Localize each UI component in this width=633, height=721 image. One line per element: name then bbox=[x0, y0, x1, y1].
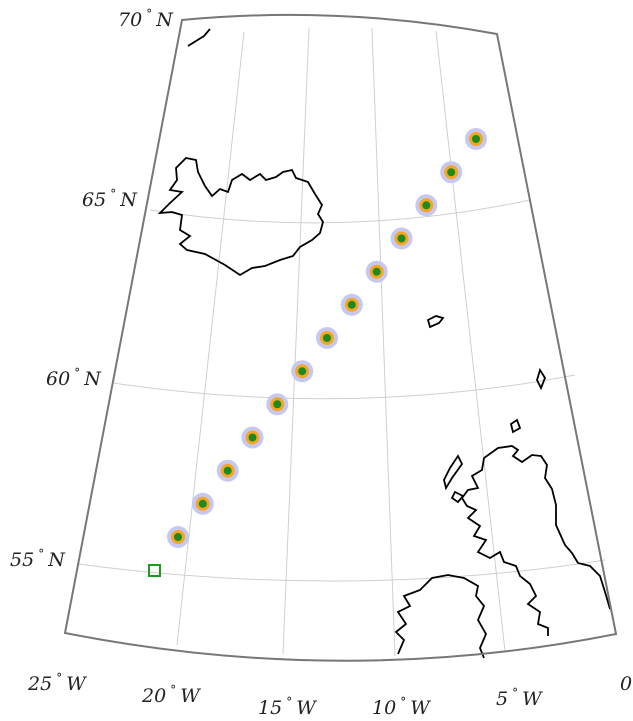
track-marker-dot bbox=[323, 334, 331, 342]
track-marker-dot bbox=[198, 499, 207, 508]
lon-label-25: 25 ° W bbox=[27, 671, 87, 695]
latitude-labels: 70 ° N 65 ° N 60 ° N 55 ° N bbox=[10, 7, 174, 571]
track-marker bbox=[291, 360, 314, 383]
lon-label-10: 10 ° W bbox=[372, 695, 431, 719]
lat-label-65: 65 ° N bbox=[82, 187, 138, 211]
faroe-islands-coastline bbox=[426, 315, 445, 329]
longitude-labels: 25 ° W 20 ° W 15 ° W 10 ° W 5 ° W 0 bbox=[27, 671, 632, 719]
track-markers bbox=[167, 128, 487, 548]
track-marker bbox=[216, 459, 239, 482]
track-marker-dot bbox=[174, 533, 182, 541]
meridian-lines bbox=[176, 27, 506, 657]
track-marker bbox=[440, 161, 463, 184]
meridian-10w bbox=[371, 27, 396, 657]
hebrides-coastline bbox=[443, 454, 464, 491]
track-marker bbox=[365, 260, 388, 283]
meridian-15w bbox=[282, 27, 310, 655]
parallel-65n bbox=[149, 199, 531, 224]
track-marker bbox=[390, 227, 413, 250]
track-marker bbox=[241, 426, 264, 449]
parallel-lines bbox=[77, 199, 606, 582]
track-marker-dot bbox=[472, 135, 480, 143]
iceland-coastline bbox=[157, 157, 324, 277]
parallel-55n bbox=[77, 559, 606, 582]
square-marker bbox=[148, 564, 161, 577]
lon-label-20: 20 ° W bbox=[141, 683, 201, 707]
track-marker bbox=[316, 327, 338, 349]
lat-label-60: 60 ° N bbox=[46, 366, 102, 390]
greenland-coast-fragment bbox=[187, 28, 211, 47]
track-marker-dot bbox=[347, 300, 356, 309]
track-marker-dot bbox=[223, 466, 232, 475]
track-marker bbox=[415, 194, 438, 217]
britain-west-coastline bbox=[460, 457, 549, 636]
lat-label-70: 70 ° N bbox=[118, 7, 174, 31]
track-marker-dot bbox=[372, 267, 381, 276]
ireland-coastline bbox=[394, 574, 488, 659]
lon-label-15: 15 ° W bbox=[258, 695, 317, 719]
track-marker bbox=[340, 293, 363, 316]
track-marker bbox=[465, 128, 487, 150]
meridian-20w bbox=[176, 31, 245, 646]
track-marker bbox=[266, 393, 289, 416]
shetland-coastline bbox=[536, 367, 547, 391]
track-marker bbox=[167, 526, 189, 548]
track-marker-dot bbox=[298, 367, 307, 376]
britain-coastline bbox=[483, 445, 611, 610]
orkney-coastline bbox=[509, 418, 522, 434]
track-marker bbox=[191, 492, 214, 515]
track-marker-dot bbox=[447, 168, 456, 177]
track-marker-dot bbox=[422, 201, 431, 210]
track-marker-dot bbox=[273, 400, 282, 409]
lon-label-0: 0 bbox=[620, 673, 632, 695]
meridian-5w bbox=[435, 30, 506, 652]
lat-label-55: 55 ° N bbox=[10, 547, 66, 571]
lon-label-5: 5 ° W bbox=[496, 686, 543, 710]
small-island-coastline bbox=[450, 490, 465, 504]
track-marker-dot bbox=[397, 234, 406, 243]
parallel-60n bbox=[112, 374, 576, 400]
track-marker-dot bbox=[248, 433, 257, 442]
map-frame bbox=[63, 13, 618, 662]
